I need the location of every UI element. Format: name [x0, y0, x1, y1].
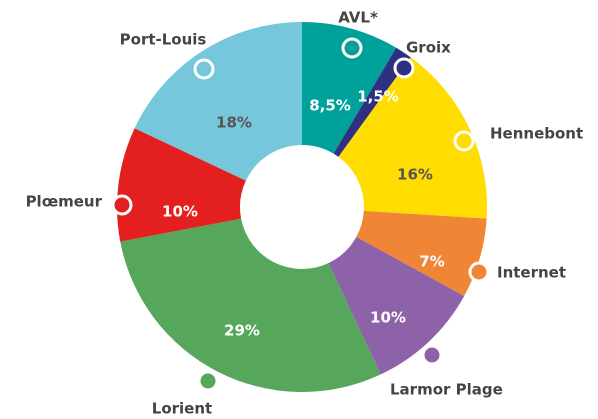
value-label: 29% — [224, 322, 260, 340]
category-label: Hennebont — [490, 125, 583, 143]
category-label: Larmor Plage — [390, 381, 503, 399]
label-marker — [341, 37, 363, 59]
donut-segment — [333, 47, 411, 157]
category-label: Groix — [406, 39, 451, 57]
category-label: Lorient — [152, 400, 212, 418]
label-marker — [453, 130, 475, 152]
label-marker — [111, 194, 133, 216]
category-label: Port-Louis — [120, 31, 207, 49]
donut-segment — [328, 236, 465, 375]
value-label: 18% — [216, 114, 252, 132]
value-label: 8,5% — [309, 97, 351, 115]
value-label: 7% — [419, 253, 444, 271]
value-label: 10% — [370, 309, 406, 327]
label-marker — [197, 370, 219, 392]
label-marker — [193, 58, 215, 80]
donut-segment — [117, 128, 246, 242]
category-label: AVL* — [338, 9, 378, 27]
donut-segment — [134, 22, 302, 181]
label-marker — [421, 344, 443, 366]
donut-segment — [356, 210, 487, 297]
donut-segment — [302, 22, 397, 154]
donut-segment — [338, 57, 487, 219]
value-label: 16% — [397, 166, 433, 184]
donut-segment — [120, 218, 381, 393]
category-label: Plœmeur — [26, 193, 103, 211]
label-marker — [393, 57, 415, 79]
value-label: 10% — [162, 203, 198, 221]
category-label: Internet — [497, 264, 566, 282]
label-marker — [468, 261, 490, 283]
value-label: 1,5% — [357, 88, 399, 106]
